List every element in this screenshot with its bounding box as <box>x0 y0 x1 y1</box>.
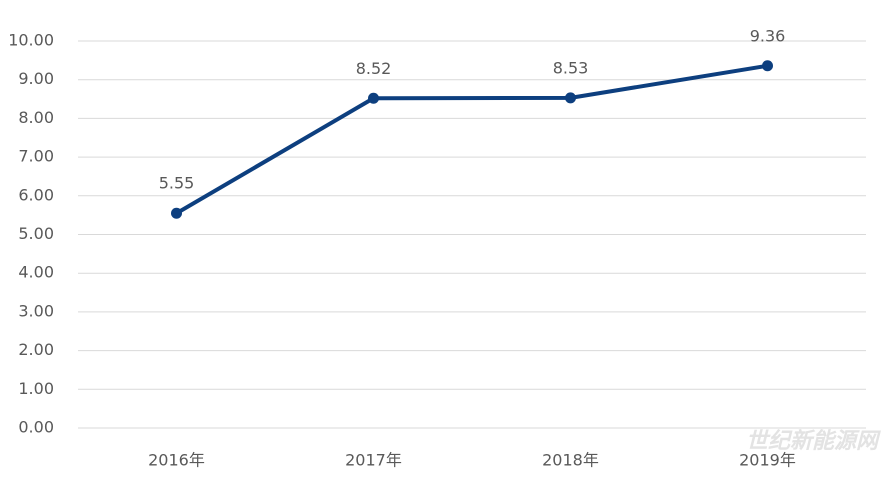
x-tick-label: 2017年 <box>345 451 402 470</box>
point <box>565 92 576 104</box>
x-tick-label: 2018年 <box>542 451 599 470</box>
data-label: 8.52 <box>356 59 392 78</box>
y-tick-label: 3.00 <box>18 301 54 320</box>
data-label: 5.55 <box>159 174 195 193</box>
y-tick-label: 7.00 <box>18 147 54 166</box>
y-tick-label: 5.00 <box>18 224 54 243</box>
point <box>762 60 773 72</box>
y-tick-label: 9.00 <box>18 69 54 88</box>
x-tick-label: 2019年 <box>739 451 796 470</box>
x-tick-label: 2016年 <box>148 451 205 470</box>
y-tick-label: 8.00 <box>18 108 54 127</box>
point <box>171 207 182 219</box>
y-tick-label: 10.00 <box>8 31 54 50</box>
point <box>368 92 379 104</box>
y-tick-label: 6.00 <box>18 185 54 204</box>
line <box>175 63 768 215</box>
data-label: 8.53 <box>553 58 589 77</box>
y-tick-label: 0.00 <box>18 418 54 437</box>
y-tick-label: 4.00 <box>18 263 54 282</box>
y-tick-label: 1.00 <box>18 379 54 398</box>
watermark: 世纪新能源网 <box>746 428 881 454</box>
y-tick-label: 2.00 <box>18 340 54 359</box>
data-label: 9.36 <box>750 26 786 45</box>
